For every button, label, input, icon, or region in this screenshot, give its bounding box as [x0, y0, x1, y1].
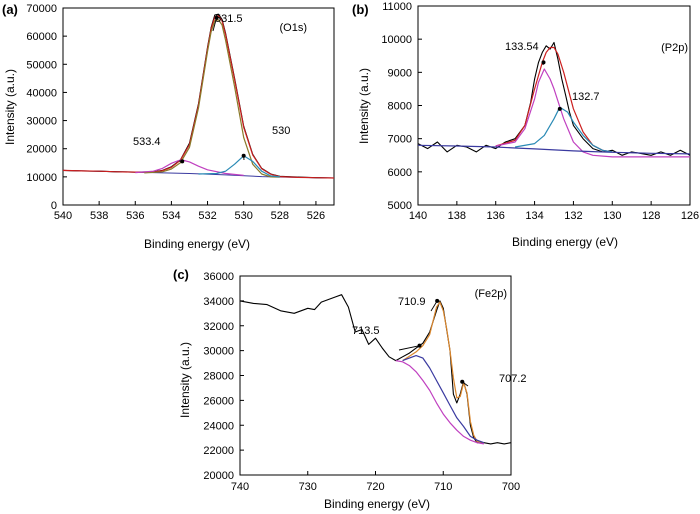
x-tick-label: 128 — [642, 210, 660, 222]
panel-label: (c) — [173, 267, 189, 282]
x-axis-label: Binding energy (eV) — [144, 237, 250, 251]
y-axis-label: Intensity (a.u.) — [3, 69, 17, 145]
x-tick-label: 540 — [54, 210, 72, 222]
y-tick-label: 10000 — [381, 34, 412, 46]
y-tick-label: 20000 — [203, 470, 234, 482]
annotation-arrowhead — [557, 106, 562, 111]
plot-frame — [239, 275, 512, 476]
x-tick-label: 740 — [231, 481, 249, 493]
series-line-1 — [62, 15, 335, 179]
x-tick-label: 140 — [409, 210, 427, 222]
y-tick-label: 0 — [51, 200, 57, 212]
panel-o1s: (a) (O1s) Binding energy (eV) Intensity … — [2, 2, 335, 251]
x-tick-label: 532 — [198, 210, 216, 222]
plot-frame — [417, 5, 691, 206]
peak-label: 707.2 — [499, 373, 527, 385]
panel-fe2p: (c) (Fe2p) Binding energy (eV) Intensity… — [173, 267, 527, 511]
annotation-arrowhead — [435, 298, 440, 303]
series-line-3 — [514, 106, 613, 153]
y-axis-label: Intensity (a.u.) — [178, 342, 192, 418]
y-tick-label: 34000 — [203, 296, 234, 308]
x-axis-label: Binding energy (eV) — [512, 235, 618, 249]
y-tick-label: 30000 — [203, 346, 234, 358]
series-line-1 — [402, 301, 485, 444]
x-tick-label: 526 — [307, 210, 325, 222]
peak-label: 133.54 — [505, 41, 539, 53]
annotation-arrowhead — [541, 60, 546, 65]
x-tick-label: 130 — [603, 210, 621, 222]
y-tick-label: 11000 — [382, 1, 412, 13]
y-tick-label: 28000 — [203, 371, 234, 383]
y-tick-label: 50000 — [26, 59, 57, 71]
series-line-0 — [239, 294, 512, 445]
annotation-arrowhead — [214, 15, 219, 20]
spectrum-tag: (P2p) — [661, 42, 688, 54]
peak-label: 533.4 — [133, 136, 161, 148]
x-tick-label: 710 — [434, 481, 452, 493]
peak-label: 530 — [272, 125, 290, 137]
series-line-2 — [402, 355, 485, 444]
x-tick-label: 720 — [366, 481, 384, 493]
annotation-arrowhead — [241, 153, 246, 158]
peak-label: 713.5 — [352, 325, 380, 337]
y-tick-label: 30000 — [26, 116, 57, 128]
x-tick-label: 700 — [502, 481, 520, 493]
y-tick-label: 70000 — [26, 3, 57, 15]
series-line-0 — [417, 41, 691, 156]
series-line-1 — [495, 46, 613, 153]
x-tick-label: 136 — [487, 210, 505, 222]
spectrum-tag: (O1s) — [280, 22, 308, 34]
y-tick-label: 7000 — [388, 134, 412, 146]
x-tick-label: 132 — [564, 210, 582, 222]
y-tick-label: 22000 — [203, 445, 234, 457]
y-tick-label: 60000 — [26, 31, 57, 43]
panel-label: (a) — [2, 2, 18, 17]
y-tick-label: 24000 — [203, 420, 234, 432]
x-tick-label: 538 — [90, 210, 108, 222]
y-tick-label: 26000 — [203, 395, 234, 407]
series-line-0 — [62, 13, 335, 179]
x-tick-label: 536 — [126, 210, 144, 222]
x-tick-label: 530 — [234, 210, 252, 222]
spectrum-tag: (Fe2p) — [475, 288, 507, 300]
x-tick-label: 126 — [681, 210, 699, 222]
x-tick-label: 138 — [448, 210, 466, 222]
y-tick-label: 5000 — [388, 200, 412, 212]
peak-label: 710.9 — [398, 296, 426, 308]
y-tick-label: 36000 — [203, 271, 234, 283]
y-tick-label: 8000 — [388, 101, 412, 113]
annotation-arrowhead — [417, 343, 422, 348]
series-line-2 — [495, 68, 690, 158]
annotation-arrow — [398, 345, 420, 351]
series-line-3 — [395, 360, 485, 445]
annotation-arrowhead — [460, 379, 465, 384]
panel-p2p: (b) (P2p) Binding energy (eV) Intensity … — [352, 1, 699, 249]
y-tick-label: 6000 — [388, 167, 412, 179]
annotation-arrow — [212, 17, 218, 32]
x-axis-label: Binding energy (eV) — [324, 497, 430, 511]
series-line-4 — [417, 144, 691, 155]
series-line-4 — [198, 155, 280, 178]
x-tick-label: 528 — [271, 210, 289, 222]
y-axis-label: Intensity (a.u.) — [357, 68, 371, 144]
annotation-arrowhead — [180, 159, 185, 164]
x-tick-label: 730 — [299, 481, 317, 493]
peak-label: 531.5 — [215, 13, 243, 25]
panel-label: (b) — [352, 2, 369, 17]
x-tick-label: 534 — [162, 210, 180, 222]
peak-label: 132.7 — [572, 91, 600, 103]
series-line-2 — [144, 19, 280, 178]
x-tick-label: 134 — [525, 210, 543, 222]
y-tick-label: 20000 — [26, 144, 57, 156]
y-tick-label: 32000 — [203, 321, 234, 333]
y-tick-label: 9000 — [388, 67, 412, 79]
y-tick-label: 40000 — [26, 87, 57, 99]
y-tick-label: 10000 — [26, 172, 57, 184]
plot-frame — [62, 7, 335, 206]
